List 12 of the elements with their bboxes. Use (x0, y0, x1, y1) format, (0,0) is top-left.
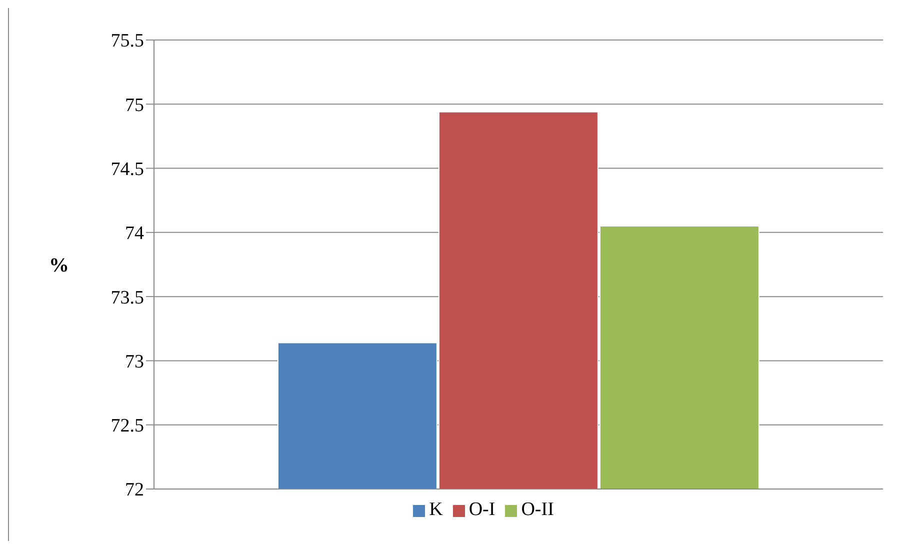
legend-label: O-I (468, 499, 496, 520)
y-tick-label: 72.5 (110, 416, 144, 437)
y-tick-label: 74.5 (110, 159, 144, 180)
y-tick-label: 74 (125, 223, 144, 244)
legend-label: K (429, 499, 443, 520)
legend-label: O-II (521, 499, 554, 520)
y-tick-label: 72 (125, 480, 144, 501)
y-tick-label: 73 (125, 351, 144, 372)
y-tick-label: 75 (125, 94, 144, 116)
y-tick-label: 73.5 (110, 287, 144, 308)
y-axis-title: % (49, 254, 69, 277)
y-tick-label: 75.5 (110, 30, 144, 52)
